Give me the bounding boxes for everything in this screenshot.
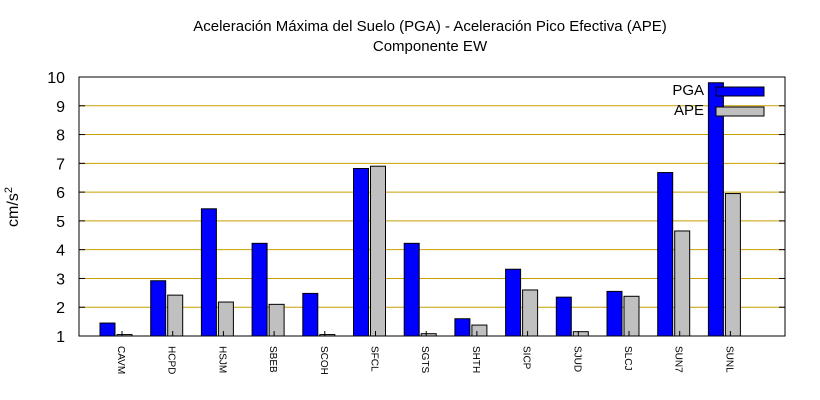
x-tick-label: SICP — [521, 346, 532, 370]
bar-ape-hsjm — [217, 301, 234, 337]
x-tick-label: SJUD — [571, 346, 582, 372]
x-tick-label: HSJM — [216, 346, 227, 373]
bar-pga-sunl — [707, 82, 724, 337]
y-tick-label: 9 — [56, 99, 65, 116]
y-tick-label: 3 — [56, 271, 65, 288]
chart-title: Aceleración Máxima del Suelo (PGA) - Ace… — [193, 18, 667, 35]
bar-pga-sgts — [403, 242, 420, 337]
legend-swatch-pga — [715, 86, 765, 97]
bar-pga-sbeb — [251, 242, 268, 337]
bar-ape-sjud — [572, 331, 589, 337]
bar-ape-hcpd — [167, 294, 184, 337]
bar-ape-sicp — [522, 289, 539, 337]
gridlines — [79, 76, 785, 337]
bar-ape-sfcl — [370, 165, 386, 337]
chart-subtitle: Componente EW — [373, 38, 488, 55]
x-tick-label: SLCJ — [622, 346, 633, 370]
x-tick-label: SUNL — [723, 346, 734, 373]
y-tick-label: 8 — [56, 128, 65, 145]
bar-ape-sun7 — [674, 230, 691, 337]
legend: PGA APE — [672, 82, 765, 119]
bar-pga-shth — [454, 318, 471, 337]
x-tick-label: SFCL — [369, 346, 380, 372]
x-tick-label: SBEB — [267, 346, 278, 373]
legend-label-pga: PGA — [672, 82, 704, 99]
y-tick-label: 10 — [47, 70, 65, 87]
x-tick-label: HCPD — [166, 346, 177, 374]
x-tick-label: SCOH — [318, 346, 329, 375]
legend-swatch-ape — [715, 106, 765, 117]
y-tick-label: 7 — [56, 156, 65, 173]
bar-pga-scoh — [302, 292, 319, 337]
bar-pga-sicp — [505, 268, 522, 337]
bar-pga-sun7 — [657, 172, 674, 337]
y-tick-label: 6 — [56, 185, 65, 202]
bar-pga-cavm — [99, 322, 116, 337]
y-tick-label: 2 — [56, 300, 65, 317]
x-tick-label: CAVM — [115, 346, 126, 374]
bar-ape-slcj — [623, 295, 640, 337]
plot-frame — [78, 76, 786, 337]
bar-ape-sunl — [724, 193, 741, 337]
y-axis-label: cm/s2 — [3, 187, 22, 227]
x-tick-label: SGTS — [419, 346, 430, 374]
y-tick-label: 5 — [56, 214, 65, 231]
y-tick-label: 4 — [56, 243, 65, 260]
bar-pga-hsjm — [200, 208, 217, 337]
bars — [99, 82, 741, 337]
y-tick-label: 1 — [56, 329, 65, 346]
bar-pga-sjud — [555, 296, 572, 337]
bar-pga-sfcl — [353, 168, 369, 337]
legend-label-ape: APE — [674, 102, 704, 119]
bar-ape-sbeb — [268, 303, 285, 337]
x-axis-labels: CAVM HCPD HSJM SBEB SCOH SFCL SGTS SHTH SICP SJUD… — [115, 331, 734, 375]
y-axis-ticks: 1 2 3 4 5 6 7 8 9 10 — [47, 70, 65, 346]
x-tick-label: SUN7 — [673, 346, 684, 373]
bar-pga-hcpd — [150, 280, 167, 337]
x-tick-label: SHTH — [470, 346, 481, 373]
bar-pga-slcj — [606, 290, 623, 337]
bar-ape-shth — [471, 324, 488, 337]
